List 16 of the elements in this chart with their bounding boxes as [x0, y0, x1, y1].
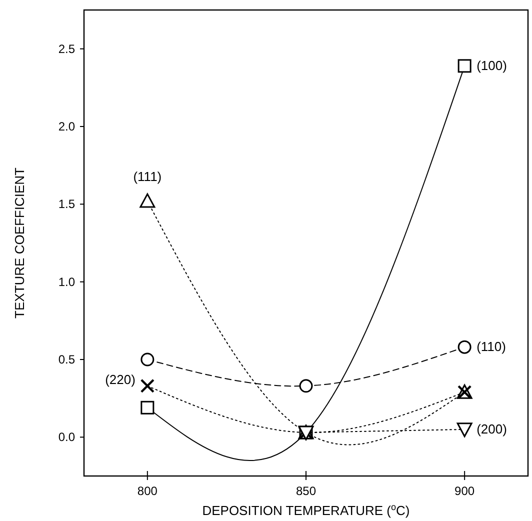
y-tick-label: 2.5	[58, 42, 76, 56]
series-label: (110)	[476, 339, 506, 354]
series-label: (111)	[133, 169, 162, 184]
y-axis-title: TEXTURE COEFFICIENT	[12, 167, 27, 318]
x-axis-title: DEPOSITION TEMPERATURE ($^{o}$C)	[202, 502, 410, 518]
y-tick-label: 0.5	[58, 352, 76, 366]
series-label: (200)	[476, 421, 507, 436]
x-tick-label: 800	[137, 484, 158, 498]
x-tick-label: 850	[296, 484, 316, 498]
y-tick-label: 1.5	[58, 197, 76, 212]
y-tick-label: 0.0	[58, 430, 76, 444]
series-label: (220)	[105, 372, 136, 387]
y-tick-label: 2.0	[58, 120, 76, 134]
x-tick-label: 900	[454, 484, 475, 498]
series-label: (100)	[476, 58, 507, 73]
y-tick-label: 1.0	[58, 274, 76, 289]
